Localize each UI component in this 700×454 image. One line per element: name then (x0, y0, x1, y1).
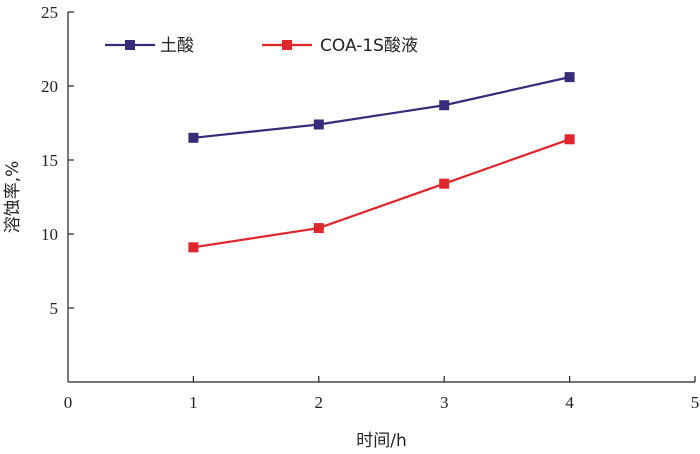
legend-label: 土酸 (160, 36, 194, 56)
x-tick-label: 1 (189, 393, 198, 412)
legend-item: COA-1S酸液 (262, 36, 418, 56)
x-tick-label: 5 (691, 393, 700, 412)
data-point (313, 119, 324, 130)
data-point (564, 134, 575, 145)
data-point (439, 100, 450, 111)
series-line (193, 138, 570, 249)
axes (67, 12, 695, 383)
data-point (188, 132, 199, 143)
y-tick-label: 25 (41, 3, 58, 22)
y-tick-label: 15 (41, 151, 58, 170)
legend-label: COA-1S酸液 (320, 36, 418, 56)
legend-marker (282, 40, 292, 50)
y-tick-label: 5 (50, 299, 59, 318)
legend-marker (125, 40, 135, 50)
data-point (439, 178, 450, 189)
y-tick-label: 10 (41, 225, 58, 244)
legend: 土酸 COA-1S酸液 (105, 36, 418, 56)
series-line (193, 76, 570, 139)
tick-group: 0 1 2 3 4 5 5 10 15 20 25 (41, 3, 699, 412)
legend-item: 土酸 (105, 36, 194, 56)
data-point (188, 242, 199, 253)
x-tick-label: 2 (315, 393, 324, 412)
y-axis-title: 溶蚀率,% (3, 161, 23, 234)
series-2 (188, 134, 575, 253)
y-tick-label: 20 (41, 77, 58, 96)
data-point (564, 72, 575, 83)
x-tick-label: 4 (565, 393, 574, 412)
x-axis-title: 时间/h (356, 431, 407, 451)
data-point (313, 223, 324, 234)
x-tick-label: 0 (64, 393, 73, 412)
series-1 (188, 72, 575, 143)
x-tick-label: 3 (440, 393, 449, 412)
series-layer (188, 72, 575, 253)
